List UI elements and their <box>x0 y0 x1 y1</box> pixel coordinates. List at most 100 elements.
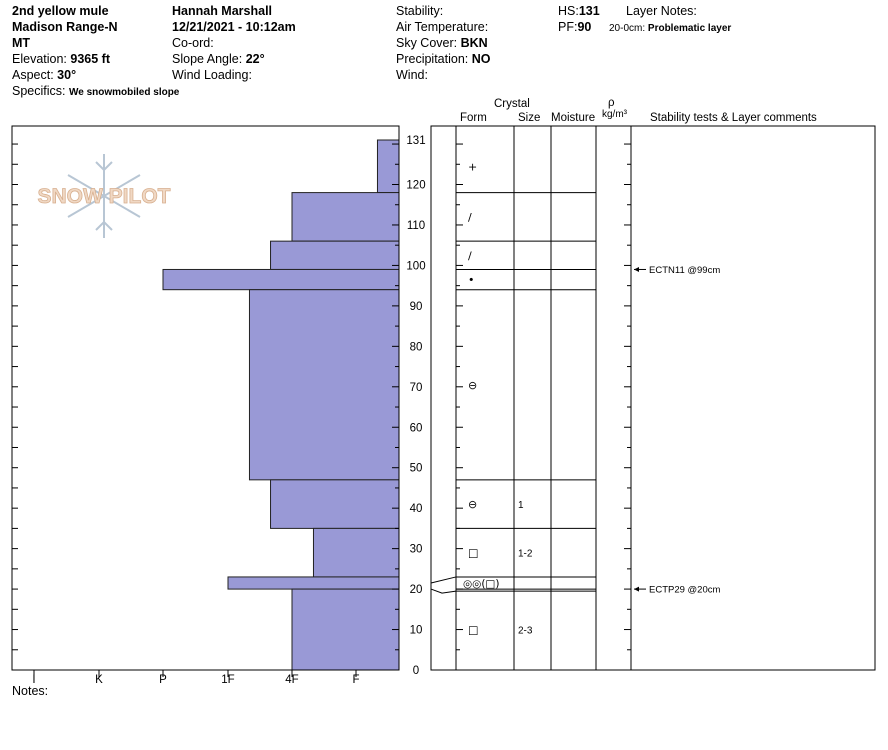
depth-label: 10 <box>410 625 423 637</box>
elevation-value: 9365 ft <box>70 52 110 66</box>
depth-label: 40 <box>410 503 423 515</box>
hs-value: 131 <box>578 4 600 18</box>
grain-form: / <box>468 249 472 262</box>
stability-test-label: ECTP29 @20cm <box>649 585 721 596</box>
layer-notes-label: Layer Notes: <box>626 4 697 18</box>
precip-value: NO <box>471 52 491 66</box>
stability-label: Stability: <box>396 4 444 18</box>
depth-label: 0 <box>413 665 419 677</box>
hardness-bar <box>291 192 400 242</box>
hardness-bars <box>162 139 400 671</box>
grain-size: 2-3 <box>518 626 533 637</box>
form-header: Form <box>460 112 487 124</box>
elevation-label: Elevation: <box>12 52 67 66</box>
density-unit-header: kg/m³ <box>602 109 627 120</box>
depth-label: 80 <box>410 341 423 353</box>
location-name: 2nd yellow mule <box>12 4 109 18</box>
wind-label: Wind: <box>396 68 428 82</box>
hs-label: HS: <box>558 4 579 18</box>
layer-table-frame <box>430 125 876 671</box>
x-tick-label: P <box>159 674 167 686</box>
depth-label: 30 <box>410 544 423 556</box>
slope-label: Slope Angle: <box>172 52 243 66</box>
depth-label: 100 <box>406 260 425 272</box>
pf-label: PF: <box>558 20 578 34</box>
hs-row: HS:131 <box>558 4 600 19</box>
test-arrow-icon <box>634 266 639 272</box>
hardness-bar <box>291 588 400 671</box>
crystal-header: Crystal <box>494 98 530 110</box>
x-tick-label: F <box>352 674 359 686</box>
grain-form: / <box>468 211 472 224</box>
depth-label: 90 <box>410 301 423 313</box>
state-name: MT <box>12 36 31 50</box>
hardness-bar <box>270 479 400 529</box>
range-name: Madison Range-N <box>12 20 118 34</box>
layer-note-row: 20-0cm: Problematic layer <box>609 21 731 36</box>
watermark-text: SNOW PILOT <box>38 185 171 208</box>
observer-name: Hannah Marshall <box>172 4 273 18</box>
elevation-row: Elevation: 9365 ft <box>12 52 110 67</box>
snowflake-icon <box>67 154 141 238</box>
aspect-row: Aspect: 30° <box>12 68 76 83</box>
hardness-bar <box>248 289 400 481</box>
chart-labels: I K P 1F 4F F 0 10 20 30 40 50 60 70 80 90 100 110 120 131 +… <box>32 135 720 686</box>
stability-header: Stability tests & Layer comments <box>650 112 817 124</box>
hardness-bar <box>270 240 400 270</box>
pf-value: 90 <box>577 20 592 34</box>
rho-header: ρ <box>608 97 615 109</box>
grain-form: • <box>468 274 475 287</box>
hardness-bar <box>162 268 400 291</box>
depth-label: 131 <box>406 135 425 147</box>
grain-form: ⊖ <box>468 379 477 392</box>
wind-loading-label: Wind Loading: <box>172 68 252 82</box>
aspect-label: Aspect: <box>12 68 54 82</box>
grain-size: 1-2 <box>518 549 533 560</box>
depth-label: 70 <box>410 382 423 394</box>
pf-row: PF:90 <box>558 20 591 35</box>
x-tick-label: 1F <box>221 674 234 686</box>
specifics-value: We snowmobiled slope <box>68 87 180 98</box>
grain-form: ⊖ <box>468 498 477 511</box>
depth-label: 50 <box>410 463 423 475</box>
snowpilot-logo: SNOW PILOT <box>37 154 171 238</box>
coord-label: Co-ord: <box>172 36 214 50</box>
grain-size: 1 <box>518 500 524 511</box>
depth-label: 60 <box>410 422 423 434</box>
slope-value: 22° <box>245 52 265 66</box>
depth-label: 110 <box>407 220 425 232</box>
precip-row: Precipitation: NO <box>396 52 491 67</box>
depth-label: 20 <box>410 584 423 596</box>
observation-datetime: 12/21/2021 - 10:12am <box>172 20 296 34</box>
x-tick-label: K <box>95 674 103 686</box>
slope-row: Slope Angle: 22° <box>172 52 265 67</box>
x-tick-label: 4F <box>285 674 298 686</box>
grain-form: + <box>468 160 477 173</box>
grain-form: ◎◎(□) <box>463 578 499 590</box>
aspect-value: 30° <box>57 68 77 82</box>
test-arrow-icon <box>634 586 639 592</box>
precip-label: Precipitation: <box>396 52 469 66</box>
grain-form: □ <box>468 624 478 637</box>
air-temp-label: Air Temperature: <box>396 20 489 34</box>
hardness-chart-frame <box>11 125 400 671</box>
depth-label: 120 <box>406 180 425 192</box>
sky-label: Sky Cover: <box>396 36 458 50</box>
layer-connector <box>430 576 457 584</box>
moisture-header: Moisture <box>551 112 596 124</box>
grain-form: □ <box>468 547 478 560</box>
layer-connector <box>430 588 457 594</box>
layer-lines <box>430 192 596 594</box>
chart-frame <box>11 125 876 671</box>
size-header: Size <box>518 112 541 124</box>
layer-note-text: Problematic layer <box>647 23 732 34</box>
sky-row: Sky Cover: BKN <box>396 36 488 51</box>
specifics-label: Specifics: <box>12 84 66 98</box>
notes-label: Notes: <box>12 684 49 698</box>
hardness-bar <box>312 527 400 578</box>
hardness-bar <box>227 576 400 590</box>
layer-note-range: 20-0cm: <box>609 23 646 34</box>
x-tick-label: I <box>32 674 35 686</box>
specifics-row: Specifics: We snowmobiled slope <box>12 84 179 100</box>
